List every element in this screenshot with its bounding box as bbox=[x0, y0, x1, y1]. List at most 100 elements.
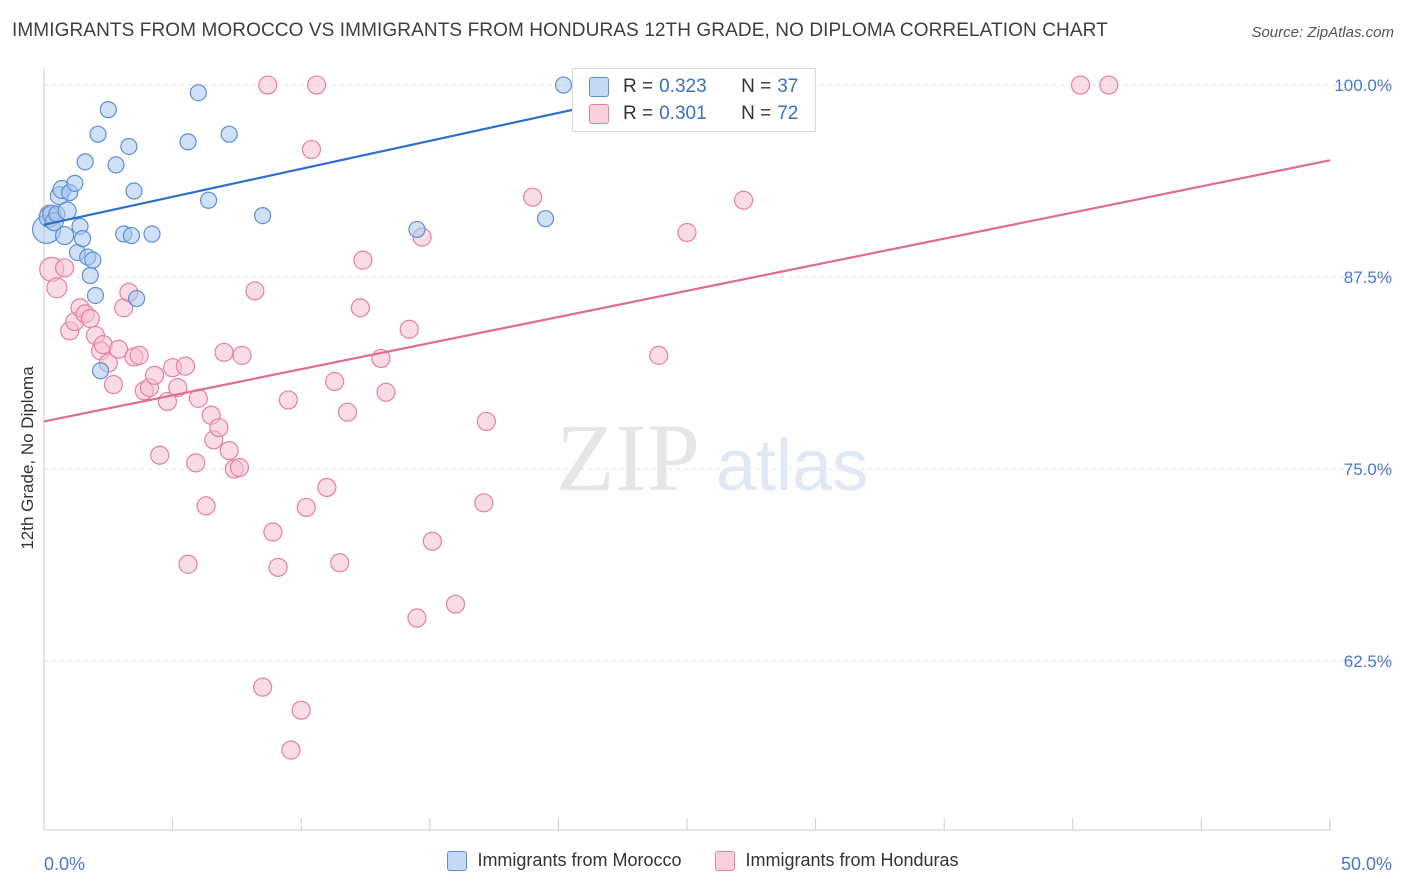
x-tick-labels: 0.0% 50.0% bbox=[44, 854, 1392, 874]
r-value: 0.323 bbox=[659, 76, 707, 97]
morocco-point bbox=[66, 174, 84, 192]
honduras-point bbox=[168, 378, 188, 398]
morocco-swatch bbox=[589, 77, 609, 97]
chart-title: IMMIGRANTS FROM MOROCCO VS IMMIGRANTS FR… bbox=[12, 20, 1108, 41]
legend-item-honduras[interactable]: Immigrants from Honduras bbox=[715, 850, 959, 871]
legend-label-honduras: Immigrants from Honduras bbox=[745, 850, 959, 870]
honduras-point bbox=[649, 345, 669, 365]
honduras-point bbox=[281, 740, 301, 760]
watermark-atlas: atlas bbox=[716, 426, 868, 506]
honduras-point bbox=[150, 445, 170, 465]
honduras-point bbox=[144, 365, 165, 385]
honduras-point bbox=[330, 553, 350, 573]
honduras-point bbox=[1070, 75, 1091, 95]
morocco-point bbox=[107, 156, 125, 174]
honduras-point bbox=[337, 402, 358, 422]
honduras-trend-line bbox=[43, 159, 1331, 423]
morocco-point bbox=[254, 207, 272, 225]
morocco-point bbox=[120, 137, 138, 156]
morocco-point bbox=[76, 153, 94, 171]
legend-label-morocco: Immigrants from Morocco bbox=[477, 850, 682, 870]
honduras-point bbox=[278, 390, 298, 410]
honduras-point bbox=[399, 319, 419, 339]
stats-row-honduras: R = 0.301 N = 72 bbox=[589, 101, 798, 127]
honduras-point bbox=[258, 75, 278, 95]
n-label: N = bbox=[741, 103, 772, 124]
honduras-point bbox=[245, 281, 265, 301]
honduras-point bbox=[178, 554, 198, 574]
watermark: ZIP atlas bbox=[556, 404, 868, 511]
morocco-point bbox=[84, 251, 102, 269]
morocco-point bbox=[408, 220, 426, 239]
honduras-point bbox=[476, 411, 496, 432]
honduras-point bbox=[407, 608, 427, 628]
morocco-point bbox=[99, 101, 117, 119]
honduras-point bbox=[291, 700, 311, 720]
series-legend: Immigrants from Morocco Immigrants from … bbox=[0, 850, 1406, 871]
n-label: N = bbox=[741, 76, 772, 97]
morocco-point bbox=[81, 266, 99, 285]
morocco-point bbox=[554, 76, 573, 94]
stats-row-morocco: R = 0.323 N = 37 bbox=[589, 74, 798, 100]
x-tick-label: 0.0% bbox=[44, 854, 85, 874]
honduras-point bbox=[175, 356, 196, 376]
honduras-point bbox=[268, 557, 288, 577]
morocco-point bbox=[122, 226, 141, 245]
morocco-points bbox=[31, 76, 573, 380]
honduras-point bbox=[350, 298, 370, 318]
honduras-point bbox=[186, 453, 206, 473]
morocco-point bbox=[220, 125, 238, 143]
honduras-point bbox=[677, 222, 697, 243]
honduras-point bbox=[108, 339, 129, 359]
honduras-point bbox=[209, 417, 229, 438]
morocco-legend-swatch bbox=[447, 850, 468, 871]
honduras-point bbox=[307, 75, 327, 95]
morocco-point bbox=[89, 125, 107, 143]
legend-item-morocco[interactable]: Immigrants from Morocco bbox=[447, 850, 681, 871]
honduras-point bbox=[422, 531, 442, 551]
r-value: 0.301 bbox=[659, 103, 707, 124]
source-label: Source: ZipAtlas.com bbox=[1251, 24, 1394, 41]
grid-lines bbox=[44, 84, 1392, 662]
r-label: R = bbox=[623, 103, 654, 124]
honduras-point bbox=[296, 497, 316, 518]
morocco-point bbox=[143, 225, 161, 243]
honduras-point bbox=[301, 139, 322, 160]
y-tick-label: 87.5% bbox=[1344, 268, 1392, 287]
honduras-point bbox=[214, 342, 234, 362]
honduras-point bbox=[445, 594, 466, 614]
morocco-point bbox=[189, 84, 207, 102]
morocco-point bbox=[536, 210, 555, 228]
morocco-point bbox=[125, 182, 143, 200]
n-value: 37 bbox=[777, 76, 799, 97]
honduras-point bbox=[232, 345, 252, 365]
honduras-point bbox=[46, 277, 68, 299]
y-tick-label: 100.0% bbox=[1334, 76, 1392, 95]
honduras-point bbox=[129, 345, 149, 365]
n-value: 72 bbox=[777, 103, 799, 124]
honduras-point bbox=[263, 522, 283, 542]
morocco-point bbox=[200, 191, 218, 209]
morocco-point bbox=[86, 286, 105, 305]
r-label: R = bbox=[623, 76, 654, 97]
honduras-point bbox=[376, 382, 396, 402]
honduras-point bbox=[219, 441, 239, 461]
x-tick-label: 50.0% bbox=[1341, 854, 1392, 874]
honduras-swatch bbox=[589, 104, 609, 124]
honduras-points bbox=[39, 75, 1119, 760]
honduras-point bbox=[523, 187, 543, 207]
honduras-legend-swatch bbox=[715, 850, 736, 871]
honduras-point bbox=[196, 496, 216, 516]
honduras-point bbox=[229, 457, 250, 478]
morocco-point bbox=[179, 133, 197, 151]
y-tick-label: 75.0% bbox=[1344, 460, 1392, 479]
axes bbox=[43, 68, 1331, 831]
morocco-point bbox=[127, 289, 146, 308]
honduras-point bbox=[733, 190, 754, 210]
honduras-point bbox=[353, 250, 373, 270]
honduras-point bbox=[54, 258, 75, 278]
morocco-point bbox=[54, 225, 75, 246]
y-tick-labels: 100.0% 87.5% 75.0% 62.5% bbox=[1334, 76, 1392, 671]
honduras-point bbox=[474, 493, 494, 513]
